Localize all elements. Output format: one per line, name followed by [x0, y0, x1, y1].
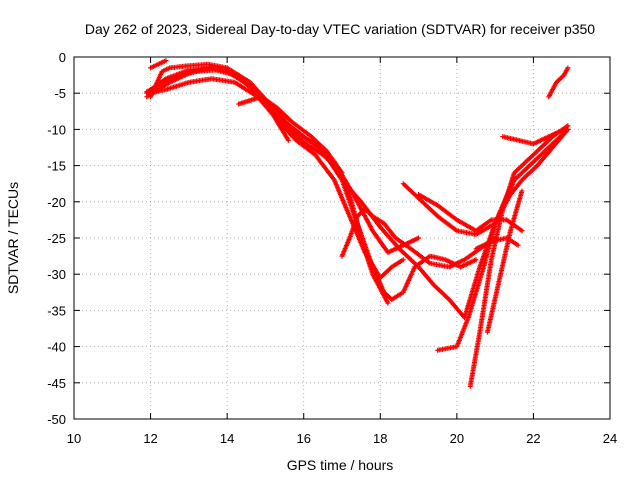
chart-title: Day 262 of 2023, Sidereal Day-to-day VTE…: [85, 21, 595, 37]
y-tick-label: 0: [59, 50, 66, 65]
series-5: [148, 76, 291, 143]
series-4: [148, 61, 391, 306]
series-7: [148, 58, 169, 71]
y-tick-label: -50: [47, 412, 66, 427]
data-point: [519, 188, 525, 194]
y-tick-label: -10: [47, 122, 66, 137]
data-point: [385, 300, 391, 306]
x-tick-label: 20: [450, 431, 464, 446]
grid: [74, 57, 610, 419]
y-tick-label: -15: [47, 159, 66, 174]
x-tick-label: 18: [373, 431, 387, 446]
series-6: [236, 94, 345, 176]
x-tick-label: 16: [296, 431, 310, 446]
x-tick-label: 12: [143, 431, 157, 446]
x-tick-label: 22: [526, 431, 540, 446]
data-point: [519, 228, 525, 234]
data-point: [561, 126, 567, 132]
data-point: [339, 170, 345, 176]
x-axis-label: GPS time / hours: [287, 457, 394, 473]
series-17: [546, 65, 571, 100]
series-8: [339, 206, 498, 270]
series-3: [144, 67, 479, 303]
y-tick-label: -20: [47, 195, 66, 210]
y-axis-ticks: 0 -5 -10 -15 -20 -25 -30 -35 -40 -45 -50: [47, 50, 610, 427]
data-point: [163, 58, 169, 64]
series-11: [416, 192, 525, 234]
y-axis-label: SDTVAR / TECUs: [5, 182, 21, 294]
y-tick-label: -40: [47, 340, 66, 355]
data-point: [400, 257, 406, 263]
x-tick-label: 10: [67, 431, 81, 446]
y-tick-label: -45: [47, 376, 66, 391]
data-point: [285, 137, 291, 143]
y-tick-label: -25: [47, 231, 66, 246]
y-tick-label: -5: [54, 86, 66, 101]
x-axis-ticks: 10 12 14 16 18 20 22 24: [67, 57, 617, 446]
series-16: [473, 235, 521, 252]
y-tick-label: -30: [47, 267, 66, 282]
data-point: [565, 123, 571, 129]
data-series: [144, 58, 571, 389]
x-tick-label: 24: [603, 431, 617, 446]
data-point: [473, 257, 479, 263]
data-point: [416, 235, 422, 241]
x-tick-label: 14: [220, 431, 234, 446]
y-tick-label: -35: [47, 303, 66, 318]
data-point: [515, 242, 521, 248]
series-13: [467, 123, 571, 389]
series-15: [500, 126, 567, 147]
data-point: [565, 65, 571, 71]
